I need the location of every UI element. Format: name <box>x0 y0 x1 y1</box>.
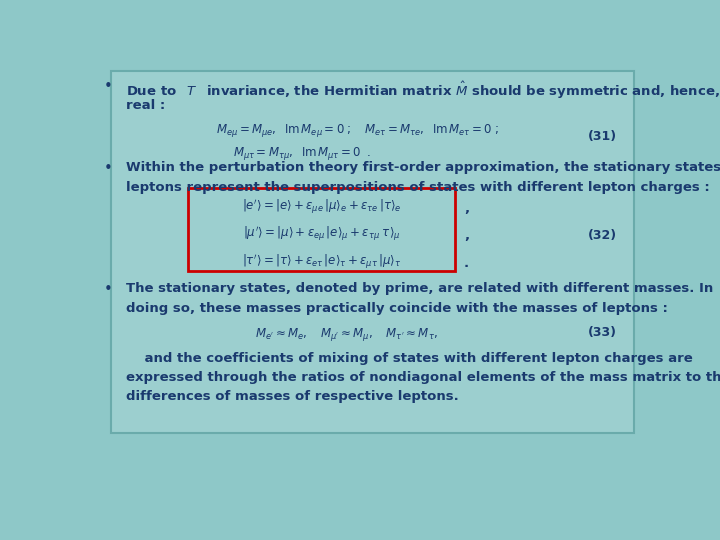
FancyBboxPatch shape <box>111 71 634 433</box>
Text: (33): (33) <box>588 326 617 339</box>
Text: $|\tau'\rangle=|\tau\rangle+\varepsilon_{e\tau}\,|e\rangle_\tau+\varepsilon_{\mu: $|\tau'\rangle=|\tau\rangle+\varepsilon_… <box>242 253 401 271</box>
Text: $M_{\mu\tau} = M_{\tau\mu},\;\;\mathrm{Im}\,M_{\mu\tau} = 0\;\;.$: $M_{\mu\tau} = M_{\tau\mu},\;\;\mathrm{I… <box>233 145 371 162</box>
Text: $M_{e'}\approx M_e,\quad M_{\mu'}\approx M_\mu,\quad M_{\tau'}\approx M_\tau,$: $M_{e'}\approx M_e,\quad M_{\mu'}\approx… <box>255 326 438 343</box>
Text: •: • <box>104 282 113 297</box>
Text: doing so, these masses practically coincide with the masses of leptons :: doing so, these masses practically coinc… <box>126 302 668 315</box>
Text: The stationary states, denoted by prime, are related with different masses. In: The stationary states, denoted by prime,… <box>126 282 714 295</box>
Text: •: • <box>104 79 113 94</box>
Text: real :: real : <box>126 99 166 112</box>
Text: Due to  $\,T\,$  invariance, the Hermitian matrix $\hat{M}$ should be symmetric : Due to $\,T\,$ invariance, the Hermitian… <box>126 79 720 100</box>
Text: expressed through the ratios of nondiagonal elements of the mass matrix to the: expressed through the ratios of nondiago… <box>126 371 720 384</box>
Text: $|\mu'\rangle=|\mu\rangle+\varepsilon_{e\mu}\,|e\rangle_\mu+\varepsilon_{\tau\mu: $|\mu'\rangle=|\mu\rangle+\varepsilon_{e… <box>243 225 400 243</box>
Text: Within the perturbation theory first-order approximation, the stationary states : Within the perturbation theory first-ord… <box>126 161 720 174</box>
Text: ,: , <box>464 228 469 241</box>
FancyBboxPatch shape <box>188 188 456 272</box>
Text: differences of masses of respective leptons.: differences of masses of respective lept… <box>126 390 459 403</box>
Text: (32): (32) <box>588 228 617 241</box>
Text: .: . <box>464 257 469 270</box>
Text: and the coefficients of mixing of states with different lepton charges are: and the coefficients of mixing of states… <box>126 352 693 365</box>
Text: leptons represent the superpositions of states with different lepton charges :: leptons represent the superpositions of … <box>126 181 710 194</box>
Text: $|e'\rangle=|e\rangle+\varepsilon_{\mu e}\,|\mu\rangle_e+\varepsilon_{\tau e}\,|: $|e'\rangle=|e\rangle+\varepsilon_{\mu e… <box>242 198 401 216</box>
Text: •: • <box>104 161 113 176</box>
Text: (31): (31) <box>588 130 617 143</box>
Text: ,: , <box>464 201 469 214</box>
Text: $M_{e\mu} = M_{\mu e},\;\;\mathrm{Im}\,M_{e\mu} = 0\;;\quad M_{e\tau} = M_{\tau : $M_{e\mu} = M_{\mu e},\;\;\mathrm{Im}\,M… <box>217 122 499 139</box>
